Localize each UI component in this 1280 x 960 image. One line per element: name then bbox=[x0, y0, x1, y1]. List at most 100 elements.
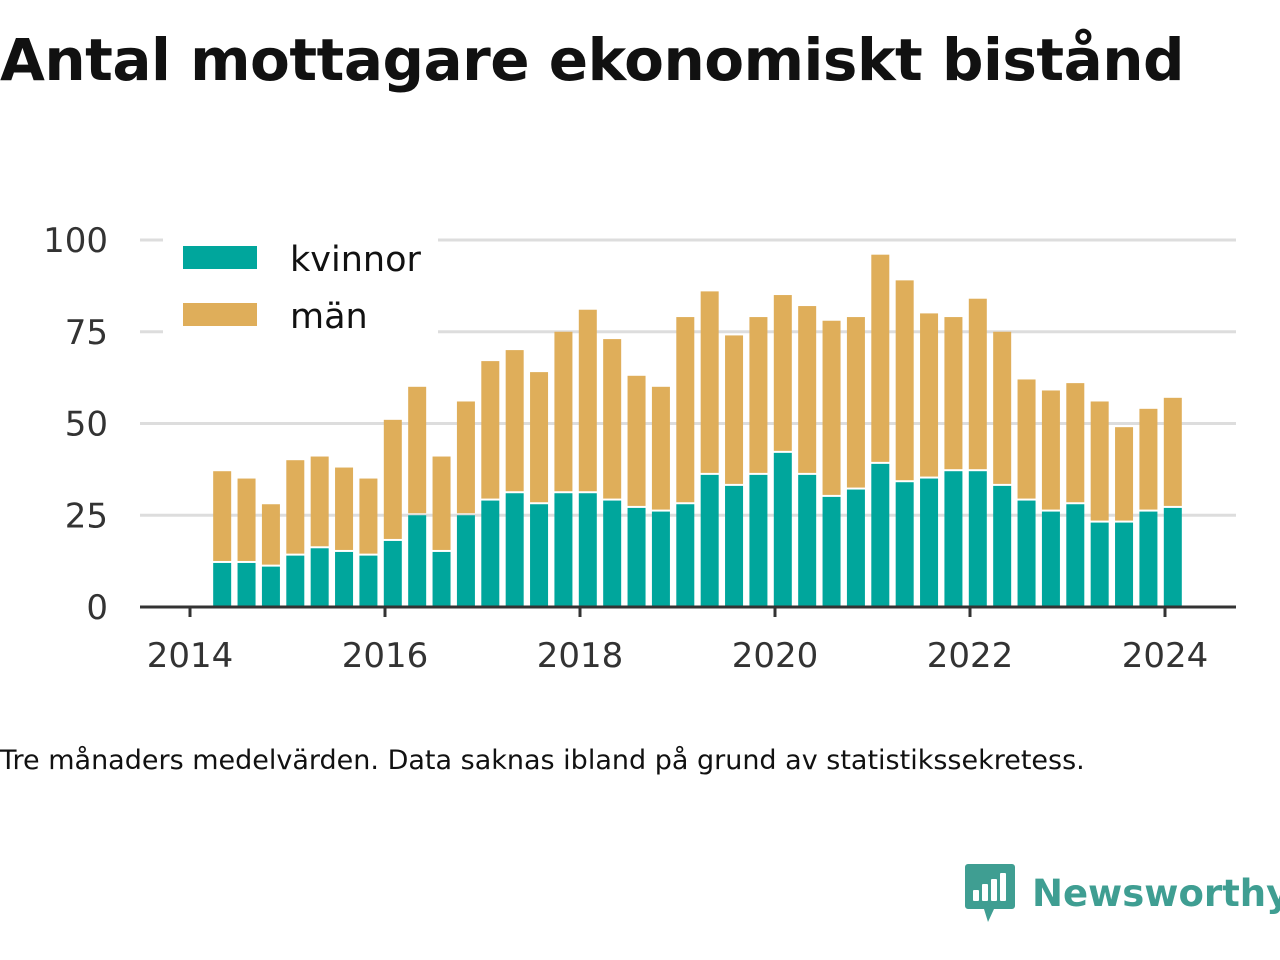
bar-man bbox=[798, 306, 817, 473]
bars bbox=[213, 254, 1182, 607]
bar-kvinnor bbox=[383, 540, 402, 607]
newsworthy-logo-icon bbox=[965, 864, 1015, 922]
y-tick-label: 75 bbox=[65, 313, 108, 353]
legend-label-kvinnor: kvinnor bbox=[290, 240, 421, 280]
legend: kvinnor män bbox=[163, 232, 438, 344]
bar-kvinnor bbox=[335, 551, 354, 607]
bar-kvinnor bbox=[1139, 511, 1158, 607]
bar-man bbox=[822, 320, 841, 495]
bar-kvinnor bbox=[1017, 500, 1036, 607]
bar-kvinnor bbox=[920, 478, 939, 607]
bar-kvinnor bbox=[481, 500, 500, 607]
bar-kvinnor bbox=[1041, 511, 1060, 607]
bar-man bbox=[237, 478, 256, 561]
bar-kvinnor bbox=[530, 504, 549, 607]
bar-man bbox=[1066, 383, 1085, 503]
x-tick-label: 2024 bbox=[1122, 636, 1209, 676]
x-tick-label: 2016 bbox=[342, 636, 429, 676]
bar-kvinnor bbox=[505, 493, 524, 607]
bar-man bbox=[1090, 401, 1109, 521]
bar-man bbox=[895, 280, 914, 481]
bar-man bbox=[261, 504, 280, 565]
chart-title: Antal mottagare ekonomiskt bistånd bbox=[0, 26, 1185, 94]
bar-man bbox=[749, 317, 768, 473]
bar-kvinnor bbox=[700, 474, 719, 607]
bar-kvinnor bbox=[1115, 522, 1134, 607]
bar-man bbox=[1115, 427, 1134, 521]
bar-man bbox=[1139, 408, 1158, 510]
bar-kvinnor bbox=[408, 515, 427, 607]
brand-name: Newsworthy bbox=[1032, 871, 1280, 915]
bar-man bbox=[603, 339, 622, 499]
bar-kvinnor bbox=[676, 504, 695, 607]
bar-kvinnor bbox=[798, 474, 817, 607]
y-tick-label: 25 bbox=[65, 496, 108, 536]
y-tick-label: 100 bbox=[43, 221, 108, 261]
bar-man bbox=[335, 467, 354, 550]
bar-kvinnor bbox=[286, 555, 305, 607]
bar-kvinnor bbox=[1066, 504, 1085, 607]
bar-kvinnor bbox=[237, 562, 256, 607]
bar-man bbox=[920, 313, 939, 477]
brand-logo: Newsworthy bbox=[964, 862, 1280, 924]
bar-man bbox=[505, 350, 524, 492]
bar-kvinnor bbox=[456, 515, 475, 607]
bar-man bbox=[773, 295, 792, 451]
bar-kvinnor bbox=[773, 452, 792, 607]
bar-man bbox=[871, 254, 890, 462]
x-tick-label: 2014 bbox=[147, 636, 234, 676]
y-tick-label: 50 bbox=[65, 405, 108, 445]
bar-man bbox=[846, 317, 865, 488]
bar-kvinnor bbox=[822, 496, 841, 607]
bar-kvinnor bbox=[1090, 522, 1109, 607]
bar-man bbox=[481, 361, 500, 499]
bar-man bbox=[676, 317, 695, 503]
bar-kvinnor bbox=[554, 493, 573, 607]
bar-kvinnor bbox=[578, 493, 597, 607]
bar-kvinnor bbox=[261, 566, 280, 607]
bar-kvinnor bbox=[432, 551, 451, 607]
bar-man bbox=[944, 317, 963, 470]
stacked-bar-chart: 0 25 50 75 100 2014 2016 2018 2020 2022 2024 kvinn… bbox=[43, 221, 1236, 676]
legend-label-man: män bbox=[290, 297, 368, 337]
bar-man bbox=[310, 456, 329, 547]
bar-man bbox=[627, 375, 646, 506]
bar-kvinnor bbox=[310, 548, 329, 607]
bar-kvinnor bbox=[871, 463, 890, 607]
bar-kvinnor bbox=[359, 555, 378, 607]
bar-man bbox=[578, 309, 597, 492]
bar-kvinnor bbox=[1163, 507, 1182, 607]
legend-swatch-man bbox=[183, 303, 257, 326]
bar-man bbox=[968, 298, 987, 470]
bar-kvinnor bbox=[846, 489, 865, 607]
bar-kvinnor bbox=[213, 562, 232, 607]
bar-man bbox=[530, 372, 549, 503]
bar-man bbox=[432, 456, 451, 550]
bar-man bbox=[554, 331, 573, 492]
bar-man bbox=[456, 401, 475, 514]
axes: 0 25 50 75 100 2014 2016 2018 2020 2022 2024 bbox=[43, 221, 1236, 676]
x-tick-label: 2022 bbox=[927, 636, 1014, 676]
bar-man bbox=[383, 419, 402, 539]
legend-swatch-kvinnor bbox=[183, 246, 257, 269]
bar-kvinnor bbox=[603, 500, 622, 607]
bar-man bbox=[993, 331, 1012, 484]
bar-man bbox=[1041, 390, 1060, 510]
bar-man bbox=[1163, 397, 1182, 506]
bar-man bbox=[286, 460, 305, 554]
bar-kvinnor bbox=[627, 507, 646, 607]
y-tick-label: 0 bbox=[86, 588, 108, 628]
bar-kvinnor bbox=[944, 471, 963, 607]
bar-man bbox=[725, 335, 744, 484]
bar-man bbox=[359, 478, 378, 554]
bar-kvinnor bbox=[749, 474, 768, 607]
bar-man bbox=[408, 386, 427, 514]
bar-kvinnor bbox=[968, 471, 987, 607]
bar-kvinnor bbox=[725, 485, 744, 607]
x-tick-label: 2020 bbox=[732, 636, 819, 676]
bar-man bbox=[1017, 379, 1036, 499]
bar-man bbox=[213, 471, 232, 561]
bar-kvinnor bbox=[993, 485, 1012, 607]
bar-kvinnor bbox=[651, 511, 670, 607]
footnote: Tre månaders medelvärden. Data saknas ib… bbox=[0, 745, 1085, 776]
